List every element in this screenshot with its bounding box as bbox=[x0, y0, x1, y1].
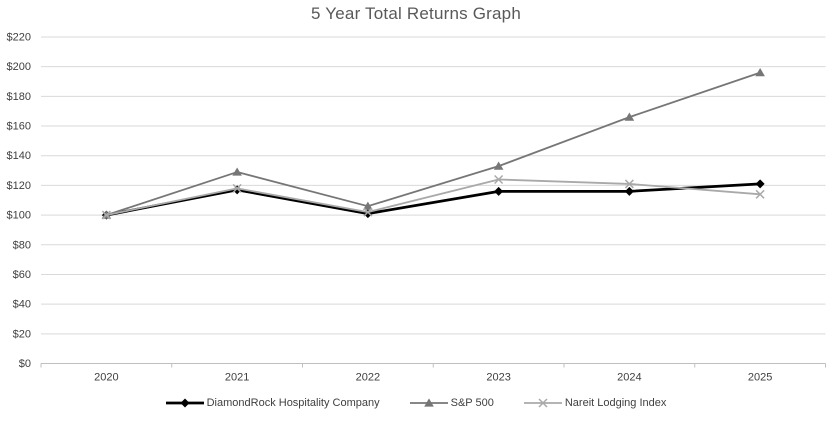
x-tick-label: 2023 bbox=[486, 372, 510, 384]
chart-legend: DiamondRock Hospitality Company S&P 500 Na… bbox=[0, 397, 832, 409]
legend-item-1: S&P 500 bbox=[409, 397, 494, 409]
y-tick-label: $160 bbox=[7, 121, 31, 133]
x-tick-label: 2021 bbox=[225, 372, 249, 384]
chart-title: 5 Year Total Returns Graph bbox=[311, 4, 521, 23]
legend-item-0: DiamondRock Hospitality Company bbox=[165, 397, 380, 409]
legend-label: S&P 500 bbox=[450, 397, 494, 409]
y-tick-label: $20 bbox=[13, 328, 31, 340]
legend-label: Nareit Lodging Index bbox=[564, 397, 667, 409]
marker-triangle-icon bbox=[493, 161, 504, 170]
marker-triangle-icon bbox=[363, 201, 373, 210]
series-line-2 bbox=[106, 178, 761, 216]
marker-x-icon bbox=[624, 179, 634, 189]
series-line-1 bbox=[106, 71, 761, 216]
x-tick-label: 2022 bbox=[356, 372, 380, 384]
marker-x-icon bbox=[232, 183, 242, 193]
y-tick-label: $40 bbox=[13, 299, 31, 311]
marker-x-icon bbox=[538, 398, 548, 408]
marker-x-icon bbox=[494, 174, 504, 185]
plot-area: $0 $20 $40 $60 $80 $100 $120 $140 $160 $180 $200 $2… bbox=[7, 32, 826, 384]
y-tick-label: $200 bbox=[7, 61, 31, 73]
legend-x-marker-icon bbox=[523, 398, 562, 408]
marker-diamond-icon bbox=[232, 185, 242, 195]
legend-diamond-marker-icon bbox=[165, 398, 204, 408]
marker-triangle-icon bbox=[423, 398, 434, 407]
marker-diamond-icon bbox=[624, 186, 634, 196]
marker-x-icon bbox=[101, 210, 111, 220]
marker-diamond-icon bbox=[494, 186, 504, 196]
y-tick-label: $0 bbox=[19, 358, 31, 370]
x-tick-label: 2024 bbox=[617, 372, 641, 384]
marker-diamond-icon bbox=[180, 398, 190, 408]
legend-label: DiamondRock Hospitality Company bbox=[206, 397, 380, 409]
x-tick-label: 2025 bbox=[748, 372, 772, 384]
y-tick-label: $140 bbox=[7, 150, 31, 162]
y-tick-label: $80 bbox=[13, 239, 31, 251]
marker-triangle-icon bbox=[232, 167, 242, 176]
y-tick-label: $120 bbox=[7, 180, 31, 192]
legend-triangle-marker-icon bbox=[409, 398, 448, 407]
marker-triangle-icon bbox=[755, 68, 765, 77]
y-tick-label: $180 bbox=[7, 91, 31, 103]
marker-triangle-icon bbox=[624, 112, 635, 121]
y-tick-label: $220 bbox=[7, 32, 31, 44]
y-tick-label: $100 bbox=[7, 210, 31, 222]
x-tick-label: 2020 bbox=[94, 372, 118, 384]
y-tick-label: $60 bbox=[13, 269, 31, 281]
marker-x-icon bbox=[755, 189, 765, 199]
marker-diamond-icon bbox=[755, 179, 765, 189]
series-line-0 bbox=[106, 182, 761, 217]
legend-item-2: Nareit Lodging Index bbox=[523, 397, 667, 409]
marker-x-icon bbox=[363, 207, 373, 217]
